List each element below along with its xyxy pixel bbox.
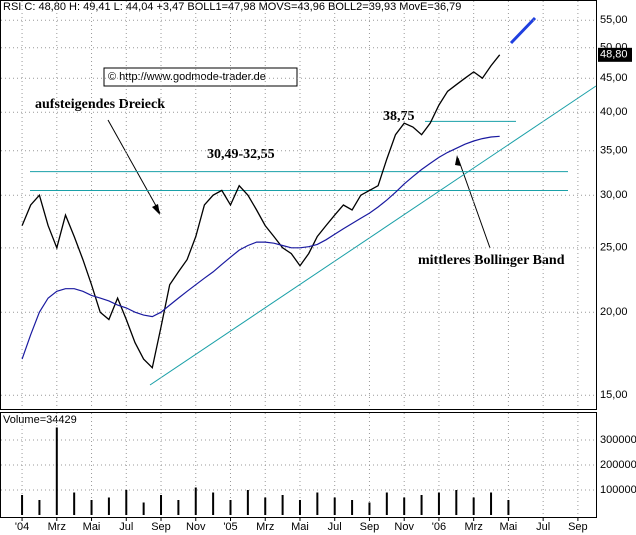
- volume-bar: [21, 495, 24, 515]
- volume-bar: [403, 497, 406, 515]
- y-tick-label: 55,00: [600, 14, 628, 26]
- x-tick-label: Nov: [394, 521, 414, 533]
- header: RSI C: 48,80 H: 49,41 L: 44,04 +3,47 BOL…: [3, 1, 461, 13]
- volume-bar: [125, 490, 128, 515]
- volume-bar: [55, 427, 58, 515]
- volume-bar: [73, 492, 76, 515]
- x-tick-label: Nov: [186, 521, 206, 533]
- last-price-box: [598, 47, 632, 62]
- volume-bar: [160, 495, 163, 515]
- volume-bar: [107, 497, 110, 515]
- volume-bar: [142, 502, 145, 515]
- volume-bar: [90, 500, 93, 515]
- y-tick-label: 40,00: [600, 106, 628, 118]
- annotation: 38,75: [383, 109, 415, 124]
- volume-bar: [264, 497, 267, 515]
- volume-panel: [0, 412, 597, 518]
- volume-bar: [246, 490, 249, 515]
- x-tick-label: Sep: [360, 521, 380, 533]
- y-tick-label: 300000: [600, 434, 636, 446]
- volume-bar: [177, 500, 180, 515]
- volume-bar: [298, 500, 301, 515]
- moving-average: [21, 135, 500, 360]
- annotation: 30,49-32,55: [207, 147, 275, 162]
- x-tick-label: Jul: [119, 521, 133, 533]
- volume-bar: [281, 495, 284, 515]
- x-tick-label: Mrz: [48, 521, 66, 533]
- volume-bar: [507, 500, 510, 515]
- y-tick-label: 45,00: [600, 72, 628, 84]
- volume-bar: [333, 497, 336, 515]
- volume-bar: [38, 500, 41, 515]
- y-tick-label: 35,00: [600, 145, 628, 157]
- x-tick-label: Jul: [328, 521, 342, 533]
- arrow: [107, 119, 161, 214]
- annotation: mittleres Bollinger Band: [418, 253, 565, 268]
- copyright: © http://www.godmode-trader.de: [108, 71, 266, 83]
- x-tick-label: Sep: [568, 521, 588, 533]
- x-tick-label: Mai: [83, 521, 101, 533]
- volume-bar: [194, 487, 197, 515]
- x-tick-label: '06: [432, 521, 446, 533]
- annotation: aufsteigendes Dreieck: [35, 97, 165, 112]
- x-tick-label: Mrz: [465, 521, 483, 533]
- price-panel: [0, 0, 597, 410]
- x-tick-label: Mai: [291, 521, 309, 533]
- y-tick-label: 30,00: [600, 189, 628, 201]
- volume-bar: [455, 490, 458, 515]
- y-tick-label: 100000: [600, 484, 636, 496]
- volume-bar: [368, 502, 371, 515]
- y-tick-label: 15,00: [600, 389, 628, 401]
- volume-bar: [212, 492, 215, 515]
- volume-bar: [472, 497, 475, 515]
- volume-bar: [385, 492, 388, 515]
- y-tick-label: 200000: [600, 459, 636, 471]
- x-tick-label: Mrz: [256, 521, 274, 533]
- volume-bar: [420, 495, 423, 515]
- x-tick-label: Jul: [536, 521, 550, 533]
- volume-bar: [351, 500, 354, 515]
- price-line: [21, 54, 501, 369]
- y-tick-label: 25,00: [600, 242, 628, 254]
- arrow-head: [455, 155, 461, 166]
- volume-bar: [229, 500, 232, 515]
- trend-arrow: [509, 16, 537, 45]
- x-tick-label: Mai: [500, 521, 518, 533]
- x-tick-label: Sep: [151, 521, 171, 533]
- volume-bar: [437, 492, 440, 515]
- volume-bar: [316, 492, 319, 515]
- volume-label: Volume=34429: [3, 414, 77, 426]
- arrow-head: [152, 204, 160, 215]
- volume-bar: [490, 492, 493, 515]
- copyright-box: [103, 67, 298, 87]
- arrow: [457, 157, 491, 249]
- x-tick-label: '04: [15, 521, 29, 533]
- y-tick-label: 20,00: [600, 306, 628, 318]
- trend-line: [149, 85, 597, 386]
- last-price: 48,80: [600, 49, 628, 61]
- x-tick-label: '05: [223, 521, 237, 533]
